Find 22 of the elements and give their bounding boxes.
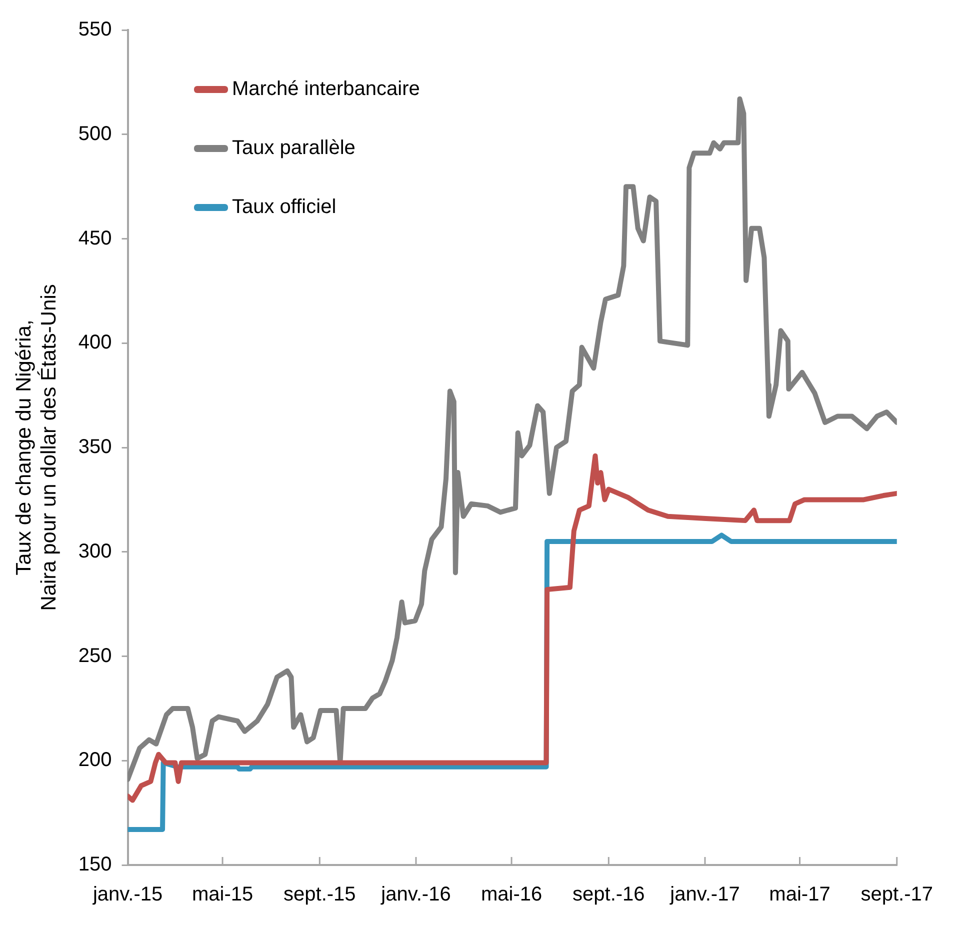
y-tick-label: 550 <box>78 18 112 41</box>
x-tick-label: sept.-17 <box>860 884 933 906</box>
y-axis-title: Taux de change du Nigéria, Naira pour un dollar des États-Unis <box>12 284 61 611</box>
legend-label: Taux parallèle <box>232 137 356 160</box>
x-tick-label: mai-15 <box>192 884 254 906</box>
legend-label: Taux officiel <box>232 196 336 219</box>
y-tick-label: 500 <box>78 122 112 145</box>
x-tick-label: janv.-17 <box>669 884 740 906</box>
y-tick-label: 150 <box>78 854 112 876</box>
y-tick-label: 350 <box>78 436 112 458</box>
x-tick-label: sept.-16 <box>572 884 645 906</box>
x-tick-label: sept.-15 <box>284 884 356 906</box>
x-tick-label: mai-17 <box>769 884 830 906</box>
x-tick-label: mai-16 <box>480 884 542 906</box>
x-tick-label: janv.-16 <box>380 884 451 906</box>
y-tick-label: 250 <box>78 644 112 667</box>
x-tick-label: janv.-15 <box>92 884 163 906</box>
y-tick-label: 450 <box>78 227 112 250</box>
legend-label: Marché interbancaire <box>232 78 420 101</box>
y-tick-label: 200 <box>78 749 112 772</box>
y-tick-label: 300 <box>78 540 112 562</box>
y-tick-label: 400 <box>78 332 112 354</box>
